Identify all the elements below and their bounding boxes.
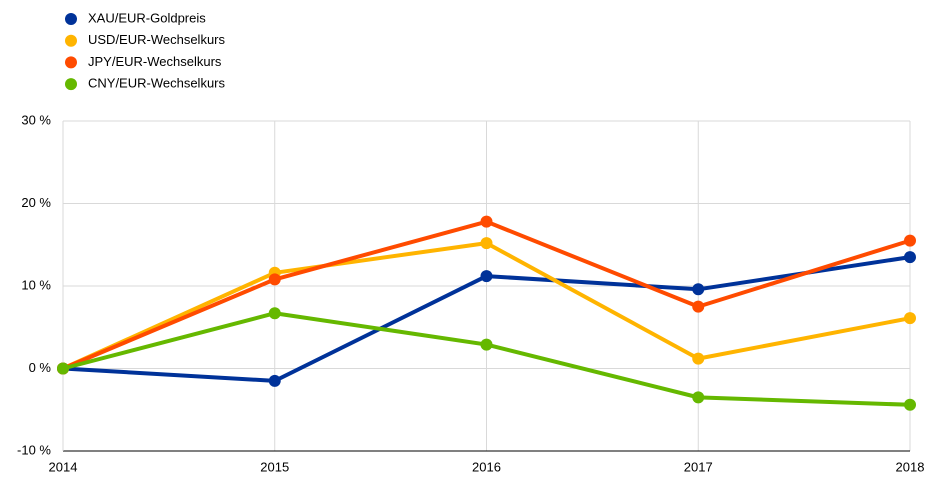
data-point bbox=[268, 307, 281, 320]
data-point bbox=[480, 270, 493, 283]
y-tick-label: 10 % bbox=[21, 277, 51, 292]
x-tick-label: 2018 bbox=[896, 459, 925, 474]
y-tick-label: 20 % bbox=[21, 195, 51, 210]
data-point bbox=[692, 391, 705, 404]
legend-marker bbox=[65, 78, 77, 91]
data-point bbox=[480, 338, 493, 351]
data-point bbox=[904, 251, 916, 264]
data-point bbox=[692, 300, 705, 313]
x-tick-label: 2016 bbox=[472, 459, 501, 474]
data-point bbox=[692, 283, 705, 296]
legend-label: JPY/EUR-Wechselkurs bbox=[88, 54, 222, 69]
y-tick-label: 0 % bbox=[29, 360, 52, 375]
data-point bbox=[692, 352, 705, 365]
legend-marker bbox=[65, 34, 77, 47]
data-point bbox=[268, 273, 281, 286]
legend-label: USD/EUR-Wechselkurs bbox=[88, 32, 226, 47]
x-tick-label: 2014 bbox=[49, 459, 78, 474]
legend-label: XAU/EUR-Goldpreis bbox=[88, 10, 206, 25]
data-point bbox=[480, 237, 493, 250]
legend-marker bbox=[65, 56, 77, 69]
data-point bbox=[904, 312, 916, 325]
x-tick-label: 2015 bbox=[260, 459, 289, 474]
data-point bbox=[268, 374, 281, 387]
x-tick-label: 2017 bbox=[684, 459, 713, 474]
data-point bbox=[904, 234, 916, 247]
y-tick-label: 30 % bbox=[21, 112, 51, 127]
data-point bbox=[904, 398, 916, 411]
legend-label: CNY/EUR-Wechselkurs bbox=[88, 76, 226, 91]
y-tick-label: -10 % bbox=[17, 442, 51, 457]
data-point bbox=[480, 215, 493, 228]
legend-marker bbox=[65, 13, 77, 25]
data-point bbox=[57, 362, 69, 375]
